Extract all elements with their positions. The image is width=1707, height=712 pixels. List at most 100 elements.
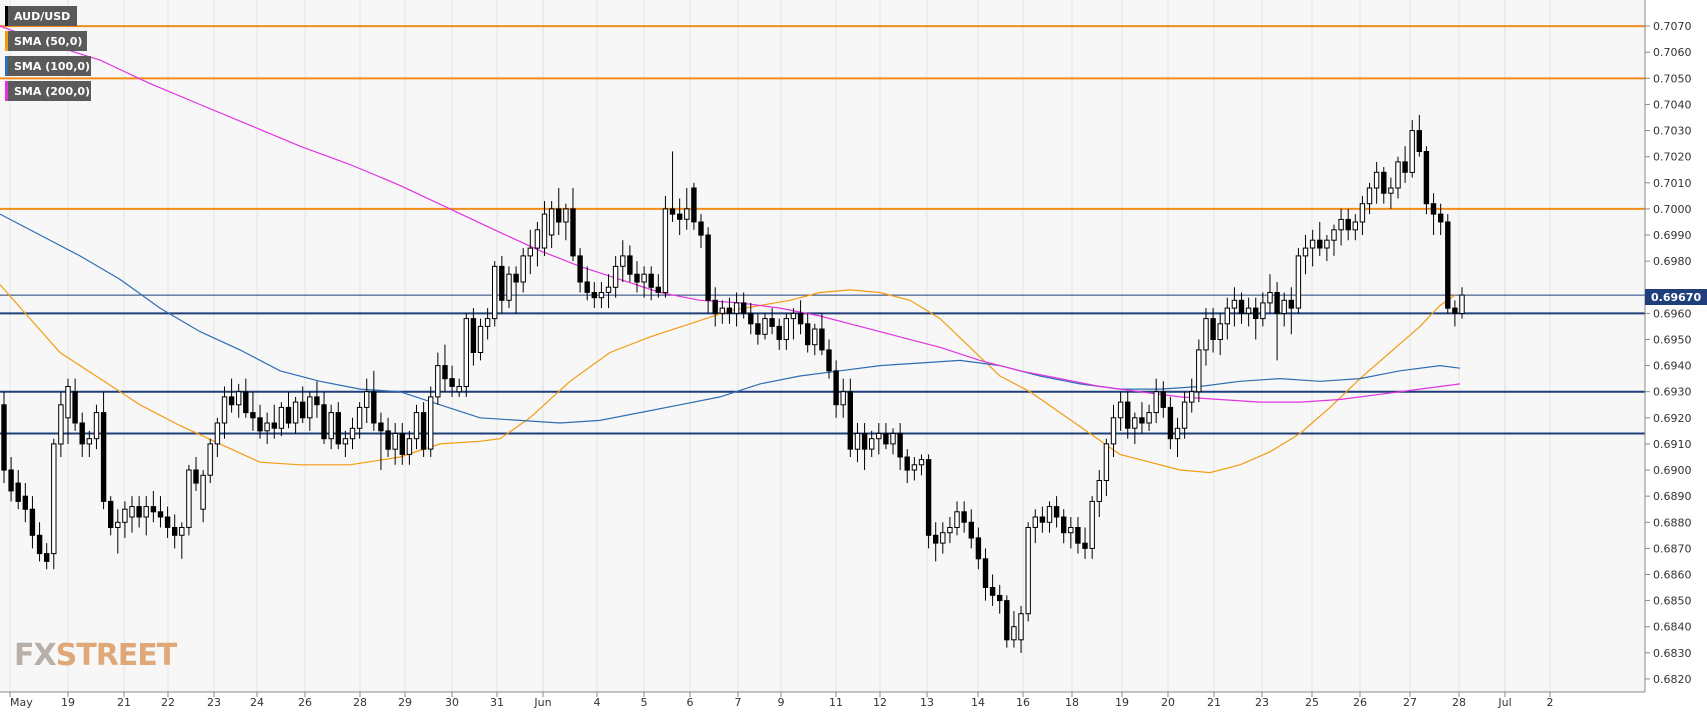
y-tick-label: 0.7010 — [1653, 177, 1692, 190]
candle-body — [997, 594, 1003, 602]
x-tick-label: 21 — [1207, 696, 1221, 709]
candle — [200, 470, 206, 523]
candle-body — [413, 412, 420, 440]
candle-body — [605, 286, 612, 293]
x-tick-label: Jun — [533, 696, 551, 709]
candle-body — [620, 255, 626, 267]
x-tick-label: 26 — [298, 696, 312, 709]
candle-body — [1260, 302, 1266, 320]
candle — [250, 391, 256, 431]
candle-body — [420, 412, 427, 450]
candle-body — [1046, 506, 1053, 523]
candle — [29, 496, 36, 549]
candle-body — [1224, 307, 1230, 325]
candle-body — [1196, 349, 1202, 393]
candle-body — [577, 255, 583, 283]
candle — [1082, 527, 1088, 559]
candle — [221, 386, 228, 439]
x-tick-label: 19 — [61, 696, 75, 709]
candle-body — [499, 265, 505, 301]
candle-body — [1416, 130, 1422, 153]
candle — [1089, 496, 1095, 559]
candle-body — [776, 325, 782, 340]
candle — [1253, 297, 1259, 340]
candle-body — [1139, 417, 1145, 424]
y-tick-label: 0.6900 — [1653, 464, 1692, 477]
candle — [58, 391, 64, 457]
candle — [1288, 287, 1294, 335]
candle-body — [1125, 401, 1131, 429]
y-tick-label: 0.6890 — [1653, 490, 1692, 503]
x-tick-label: Jul — [1497, 696, 1511, 709]
candle-body — [1110, 417, 1117, 445]
candle-body — [762, 318, 768, 335]
candle — [1210, 308, 1216, 353]
candle — [940, 522, 946, 554]
candle — [1445, 214, 1451, 314]
candle-body — [243, 391, 249, 414]
candle — [356, 402, 363, 439]
candle — [164, 506, 171, 538]
candle-body — [228, 396, 235, 406]
candle — [207, 438, 213, 484]
candle-body — [278, 406, 285, 429]
candle-body — [72, 391, 78, 424]
candle-body — [477, 325, 484, 353]
candle-body — [719, 307, 725, 314]
candle — [933, 522, 939, 562]
candle-body — [1210, 318, 1216, 341]
legend-item: SMA (50,0) — [5, 31, 87, 51]
candle-body — [705, 234, 711, 301]
candle-body — [122, 508, 128, 523]
candle-body — [847, 391, 853, 450]
candle-body — [534, 229, 541, 249]
candle — [655, 274, 661, 298]
candle — [840, 378, 846, 418]
candle — [1245, 297, 1252, 327]
candle — [342, 430, 349, 457]
candle — [911, 456, 918, 481]
candle-body — [1281, 299, 1287, 314]
sma-line — [0, 284, 1456, 474]
last-price-marker: 0.69670 — [1645, 289, 1707, 305]
candle-body — [662, 208, 669, 293]
candle — [861, 423, 868, 471]
candle — [1110, 404, 1117, 457]
x-tick-label: 25 — [1305, 696, 1319, 709]
candle — [1203, 308, 1209, 366]
candle — [1409, 120, 1415, 178]
candle-body — [428, 396, 434, 450]
candle — [513, 266, 519, 314]
candle — [349, 417, 356, 450]
candle — [1231, 287, 1238, 327]
candle-body — [371, 391, 377, 424]
candle-body — [1174, 427, 1181, 440]
candle-body — [79, 422, 85, 445]
candle-body — [1324, 239, 1330, 249]
candle — [634, 261, 640, 293]
candle — [1295, 248, 1302, 314]
candle — [805, 313, 811, 353]
candle — [477, 318, 484, 361]
candle — [748, 302, 754, 335]
candle-body — [741, 302, 747, 314]
y-tick-label: 0.7020 — [1653, 151, 1692, 164]
candle-body — [314, 396, 320, 406]
x-tick-label: 11 — [829, 696, 843, 709]
y-tick-label: 0.6980 — [1653, 255, 1692, 268]
candle — [769, 308, 775, 335]
candle-body — [840, 391, 846, 406]
candle-body — [271, 422, 278, 429]
y-tick-label: 0.6830 — [1653, 647, 1692, 660]
candle-body — [655, 286, 661, 293]
candle — [904, 449, 910, 484]
candle-body — [399, 433, 406, 455]
candle-body — [378, 422, 384, 432]
candle — [72, 378, 78, 431]
y-tick-label: 0.6840 — [1653, 621, 1692, 634]
candle-body — [207, 443, 213, 476]
y-tick-label: 0.6990 — [1653, 229, 1692, 242]
x-tick-label: 13 — [920, 696, 934, 709]
candle-body — [897, 433, 903, 458]
candle-body — [1373, 171, 1380, 189]
